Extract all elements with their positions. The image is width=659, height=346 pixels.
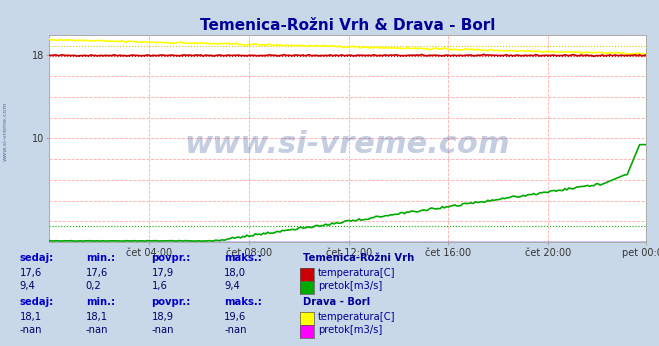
- Text: 0,2: 0,2: [86, 281, 101, 291]
- Text: povpr.:: povpr.:: [152, 297, 191, 307]
- Text: 9,4: 9,4: [224, 281, 240, 291]
- Text: -nan: -nan: [20, 326, 42, 335]
- Text: 17,6: 17,6: [86, 268, 108, 278]
- Text: -nan: -nan: [86, 326, 108, 335]
- Title: Temenica-Rožni Vrh & Drava - Borl: Temenica-Rožni Vrh & Drava - Borl: [200, 18, 496, 34]
- Text: 18,9: 18,9: [152, 312, 174, 322]
- Text: 9,4: 9,4: [20, 281, 36, 291]
- Text: -nan: -nan: [224, 326, 246, 335]
- Text: 1,6: 1,6: [152, 281, 167, 291]
- Text: min.:: min.:: [86, 297, 115, 307]
- Text: temperatura[C]: temperatura[C]: [318, 268, 395, 278]
- Text: pretok[m3/s]: pretok[m3/s]: [318, 326, 382, 335]
- Text: www.si-vreme.com: www.si-vreme.com: [185, 130, 511, 159]
- Text: 17,9: 17,9: [152, 268, 174, 278]
- Text: 19,6: 19,6: [224, 312, 246, 322]
- Text: povpr.:: povpr.:: [152, 253, 191, 263]
- Text: 17,6: 17,6: [20, 268, 42, 278]
- Text: sedaj:: sedaj:: [20, 297, 54, 307]
- Text: min.:: min.:: [86, 253, 115, 263]
- Text: maks.:: maks.:: [224, 297, 262, 307]
- Text: pretok[m3/s]: pretok[m3/s]: [318, 281, 382, 291]
- Text: sedaj:: sedaj:: [20, 253, 54, 263]
- Text: Temenica-Rožni Vrh: Temenica-Rožni Vrh: [303, 253, 415, 263]
- Text: Drava - Borl: Drava - Borl: [303, 297, 370, 307]
- Text: temperatura[C]: temperatura[C]: [318, 312, 395, 322]
- Text: 18,1: 18,1: [86, 312, 108, 322]
- Text: 18,1: 18,1: [20, 312, 42, 322]
- Text: -nan: -nan: [152, 326, 174, 335]
- Text: maks.:: maks.:: [224, 253, 262, 263]
- Text: 18,0: 18,0: [224, 268, 246, 278]
- Text: www.si-vreme.com: www.si-vreme.com: [3, 102, 8, 161]
